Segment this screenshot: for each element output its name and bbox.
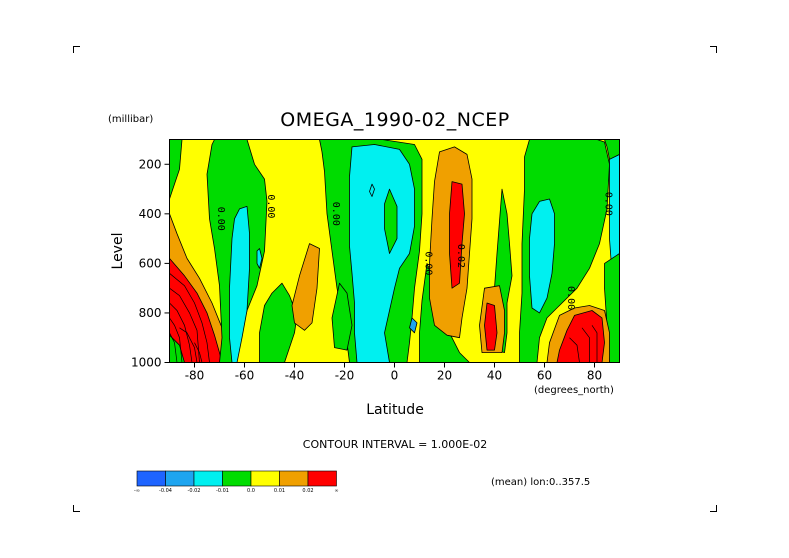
- mean-lon-annotation: (mean) lon:0..357.5: [491, 477, 590, 488]
- colorbar: -∞ -0.04 -0.02 -0.01 0.0 0.01 0.02 ∞: [134, 470, 339, 494]
- colorbar-swatch-1: [165, 470, 195, 487]
- colorbar-level-6: 0.02: [302, 488, 313, 494]
- contour-region-red-NH-upper: [449, 181, 465, 289]
- colorbar-level-0: -∞: [134, 488, 140, 494]
- contour-line-0: [169, 273, 210, 363]
- x-tick-label-5: 20: [437, 369, 452, 383]
- colorbar-swatch-2: [193, 470, 223, 487]
- x-axis-ticks: -80 -60 -40 -20 0 20 40 60 80: [185, 362, 602, 383]
- contour-label-3: 0.00: [423, 251, 434, 275]
- contour-line-3: [169, 317, 183, 363]
- x-tick-label-6: 40: [487, 369, 502, 383]
- x-tick-label-0: -80: [185, 369, 205, 383]
- contour-line-9: [569, 337, 580, 363]
- contour-region-cyan-tropical: [349, 144, 415, 363]
- y-tick-label-4: 1000: [131, 356, 162, 370]
- colorbar-swatch-0: [136, 470, 166, 487]
- colorbar-level-7: ∞: [334, 488, 338, 494]
- colorbar-swatch-5: [279, 470, 309, 487]
- contour-region-green-tropical-lower: [331, 282, 353, 351]
- contour-label-0: 0.00: [215, 207, 226, 231]
- contour-interval-label: CONTOUR INTERVAL = 1.000E-02: [303, 438, 487, 451]
- x-tick-label-4: 0: [391, 369, 399, 383]
- contour-label-5: 0.00: [565, 286, 576, 310]
- colorbar-swatch-3: [222, 470, 252, 487]
- contour-line-4: [169, 332, 178, 363]
- x-axis-label: Latitude: [366, 402, 424, 418]
- contour-region-green-hole-cyan: [384, 188, 398, 254]
- contour-region-blue-dot-eq-low: [409, 317, 418, 334]
- colorbar-level-5: 0.01: [274, 488, 285, 494]
- contour-line-5: [194, 342, 203, 363]
- contour-line-6: [179, 327, 198, 363]
- y-tick-label-3: 800: [139, 306, 162, 320]
- x-tick-label-7: 60: [537, 369, 552, 383]
- y-units-label: (millibar): [108, 114, 153, 125]
- x-tick-label-3: -20: [335, 369, 355, 383]
- colorbar-level-1: -0.04: [159, 488, 172, 494]
- contour-label-6: 0.00: [603, 192, 614, 216]
- contour-region-cyan-NH-60N: [529, 198, 555, 314]
- contour-label-1: 0.00: [265, 194, 276, 218]
- crop-marks: [73, 46, 717, 512]
- y-tick-label-0: 200: [139, 157, 162, 171]
- colorbar-swatch-4: [250, 470, 280, 487]
- contour-line-layer: [169, 273, 598, 363]
- contour-line-8: [581, 327, 590, 363]
- contour-label-layer: 0.00 0.00 0.00 0.00 0.02 0.00 0.00: [215, 192, 614, 310]
- contour-fill-layer: [169, 139, 620, 363]
- y-tick-label-2: 600: [139, 256, 162, 270]
- contour-region-cyan-dot-70S-500: [256, 248, 263, 269]
- chart-title: OMEGA_1990-02_NCEP: [280, 109, 509, 131]
- x-tick-label-2: -40: [285, 369, 305, 383]
- contour-region-red-NH-40N: [484, 302, 498, 351]
- x-units-label: (degrees_north): [534, 385, 614, 396]
- y-tick-label-1: 400: [139, 207, 162, 221]
- colorbar-level-2: -0.02: [188, 488, 201, 494]
- contour-line-2: [169, 302, 193, 363]
- contour-line-1: [169, 287, 200, 363]
- x-tick-label-8: 80: [587, 369, 602, 383]
- contour-region-cyan-dot-eq-upper: [369, 183, 375, 197]
- y-axis-label: Level: [110, 233, 126, 270]
- y-axis-ticks: 200 400 600 800 1000: [131, 157, 170, 370]
- contour-region-orange-blob-30S: [291, 243, 320, 331]
- colorbar-level-3: -0.01: [216, 488, 229, 494]
- contour-label-4: 0.02: [455, 244, 466, 268]
- x-tick-label-1: -60: [235, 369, 255, 383]
- contour-line-7: [591, 325, 598, 363]
- colorbar-level-4: 0.0: [247, 488, 255, 494]
- contour-label-2: 0.00: [330, 202, 341, 226]
- colorbar-swatch-6: [307, 470, 337, 487]
